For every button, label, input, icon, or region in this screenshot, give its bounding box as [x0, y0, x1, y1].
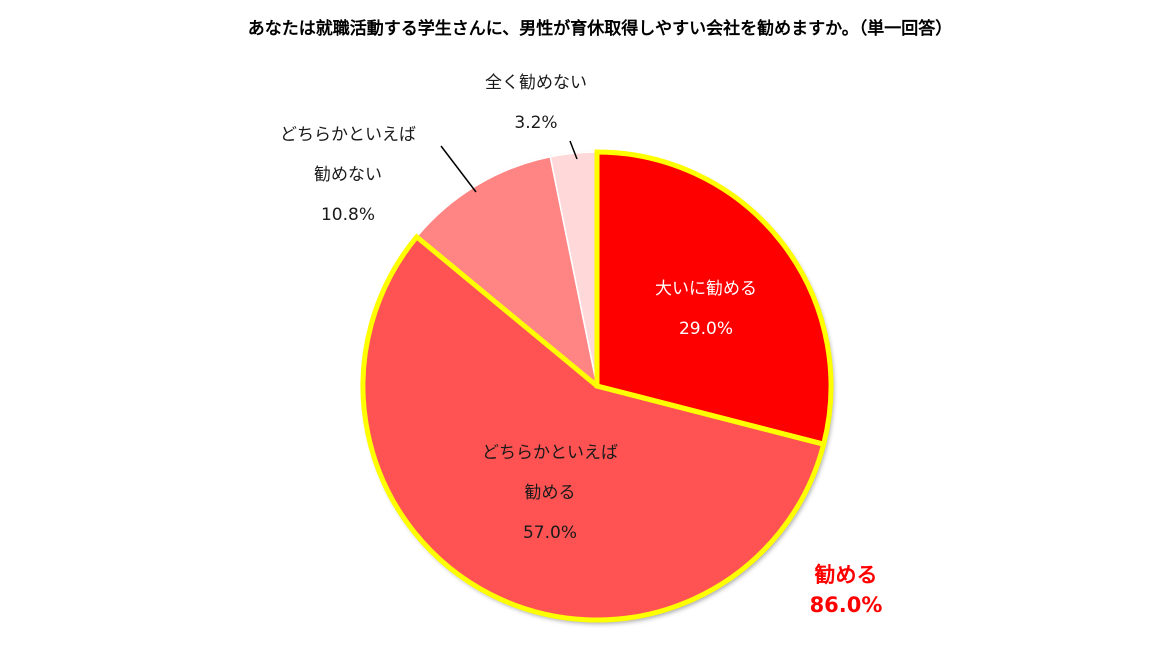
- highlight-outline-2: [360, 233, 827, 623]
- group-category-label: 勧める: [814, 563, 878, 587]
- slice-value-label-2: 57.0%: [523, 523, 577, 543]
- leader-line-3: [440, 145, 477, 193]
- slice-value-label-4: 3.2%: [514, 113, 557, 133]
- slice-category-label-2: 勧める: [525, 483, 576, 503]
- slice-value-label-3: 10.8%: [321, 205, 375, 225]
- highlight-outline-layer: [360, 149, 834, 623]
- slice-category-label-3: どちらかといえば: [280, 125, 416, 145]
- highlight-outline-1: [594, 149, 834, 448]
- slice-category-label-2: どちらかといえば: [482, 443, 618, 463]
- highlight-group-label: 勧める 86.0%: [810, 563, 883, 617]
- slice-value-label-1: 29.0%: [679, 319, 733, 339]
- leader-line-4: [569, 140, 578, 160]
- pie-slice-3: [415, 155, 599, 388]
- slice-category-label-3: 勧めない: [314, 165, 382, 185]
- slice-category-label-1: 大いに勧める: [655, 279, 757, 299]
- chart-title: あなたは就職活動する学生さんに、男性が育休取得しやすい会社を勧めますか。（単一回…: [248, 18, 952, 39]
- leader-lines: [440, 140, 578, 193]
- slice-category-label-4: 全く勧めない: [485, 73, 587, 93]
- pie-slices: [362, 151, 832, 621]
- group-value-label: 86.0%: [810, 593, 883, 617]
- slice-labels: 大いに勧める29.0%どちらかといえば勧める57.0%どちらかといえば勧めない1…: [280, 73, 757, 543]
